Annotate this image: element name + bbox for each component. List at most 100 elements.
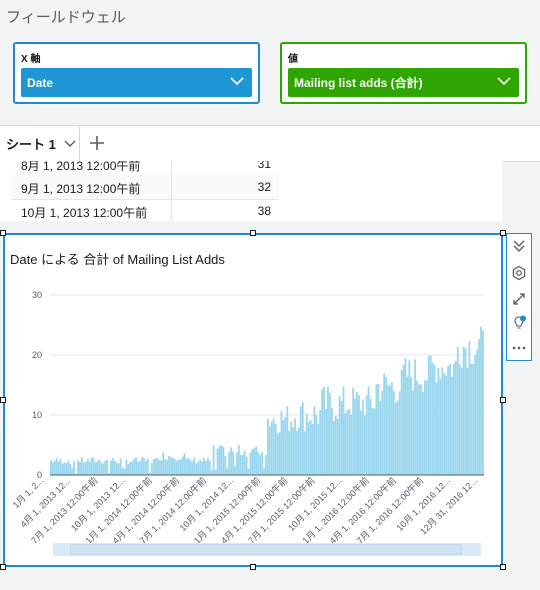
chart-bar[interactable] [474, 354, 477, 475]
chart-bar[interactable] [422, 392, 424, 475]
chart-bar[interactable] [383, 373, 386, 475]
chart-bar[interactable] [117, 463, 120, 475]
collapse-chevrons-icon[interactable] [511, 238, 527, 254]
chart-bar[interactable] [226, 468, 229, 475]
chart-bar[interactable] [292, 427, 295, 475]
lightbulb-icon[interactable] [511, 315, 527, 331]
resize-handle[interactable] [0, 230, 6, 236]
chart-bar[interactable] [152, 459, 155, 475]
chart-bar[interactable] [55, 457, 58, 475]
chart-bar[interactable] [255, 446, 258, 475]
chart-bar[interactable] [59, 458, 62, 475]
chevron-down-icon[interactable] [230, 76, 244, 86]
chart-bar[interactable] [123, 468, 126, 475]
chart-bar[interactable] [439, 378, 442, 475]
chart-bar[interactable] [476, 349, 479, 475]
chart-bar[interactable] [330, 407, 333, 475]
chart-bar[interactable] [441, 367, 444, 475]
chart-bar[interactable] [381, 390, 384, 475]
chart-bar[interactable] [425, 380, 428, 475]
chart-bar[interactable] [327, 387, 329, 475]
chart-bar[interactable] [398, 391, 401, 475]
chart-bar[interactable] [431, 362, 434, 475]
chart-bar[interactable] [321, 389, 324, 475]
chart-bar[interactable] [402, 364, 405, 475]
chart-bar[interactable] [375, 384, 378, 475]
chart-bar[interactable] [131, 461, 134, 475]
chart-bar[interactable] [358, 395, 360, 475]
chart-bar[interactable] [183, 453, 186, 475]
chart-bar[interactable] [160, 460, 163, 475]
chart-bar[interactable] [102, 463, 105, 475]
chart-bar[interactable] [218, 446, 221, 475]
chart-bar[interactable] [61, 463, 64, 475]
chart-bar[interactable] [334, 415, 337, 475]
chart-bar[interactable] [323, 387, 326, 475]
chart-bar[interactable] [363, 415, 366, 475]
chart-bar[interactable] [267, 419, 269, 475]
chart-bar[interactable] [214, 470, 217, 475]
chart-bar[interactable] [154, 457, 157, 475]
chart-bar[interactable] [75, 473, 78, 475]
chart-bar[interactable] [119, 458, 122, 475]
chart-bar[interactable] [342, 386, 345, 475]
chart-bar[interactable] [447, 365, 450, 475]
chart-bar[interactable] [92, 457, 95, 475]
chart-bar[interactable] [301, 402, 304, 475]
chart-bar[interactable] [50, 460, 52, 475]
chart-bar[interactable] [315, 414, 318, 475]
chart-bar[interactable] [170, 457, 172, 475]
chart-bar[interactable] [348, 408, 351, 475]
chart-bar[interactable] [391, 382, 393, 475]
chart-bar[interactable] [418, 384, 420, 475]
chart-bar[interactable] [164, 459, 167, 475]
chart-bar[interactable] [168, 455, 171, 475]
chart-bar[interactable] [406, 376, 409, 475]
resize-handle[interactable] [250, 230, 256, 236]
chart-bar[interactable] [268, 426, 271, 475]
chart-bar[interactable] [175, 460, 178, 475]
chart-bar[interactable] [245, 456, 248, 475]
chart-bar[interactable] [410, 376, 413, 475]
chart-bar[interactable] [280, 411, 283, 475]
x-axis-well[interactable]: X 軸 Date [13, 42, 260, 104]
chart-bar[interactable] [115, 462, 118, 476]
chart-bar[interactable] [396, 400, 399, 475]
chart-bar[interactable] [237, 445, 240, 475]
chevron-down-icon[interactable] [497, 76, 511, 86]
chart-bar[interactable] [172, 457, 174, 475]
chart-bar[interactable] [57, 461, 60, 475]
chart-bar[interactable] [127, 464, 130, 475]
chart-bar[interactable] [106, 459, 109, 475]
chart-bar[interactable] [67, 460, 70, 475]
chart-bar[interactable] [241, 454, 244, 475]
chart-bar[interactable] [360, 410, 362, 475]
chart-bar[interactable] [309, 419, 312, 475]
chart-bar[interactable] [344, 413, 347, 475]
chart-bar[interactable] [150, 463, 153, 475]
resize-handle[interactable] [0, 397, 6, 403]
chart-bar[interactable] [367, 386, 370, 475]
chart-bar[interactable] [387, 385, 389, 475]
chart-bar[interactable] [429, 355, 432, 475]
chart-bar[interactable] [319, 410, 322, 475]
chart-bar[interactable] [305, 413, 308, 475]
chart-bar[interactable] [453, 363, 455, 475]
chart-bar[interactable] [404, 357, 407, 475]
chart-bar[interactable] [251, 449, 254, 475]
chart-bar[interactable] [69, 463, 72, 475]
chart-bar[interactable] [73, 461, 76, 475]
chart-bar[interactable] [156, 458, 159, 475]
chart-bar[interactable] [462, 347, 465, 475]
chart-bar[interactable] [261, 451, 264, 475]
chart-bar[interactable] [451, 376, 453, 475]
chart-bar[interactable] [480, 326, 482, 475]
chart-bar[interactable] [449, 364, 451, 475]
chart-bar[interactable] [208, 460, 211, 475]
more-options-icon[interactable] [511, 340, 527, 356]
chart-bar[interactable] [272, 418, 275, 475]
chart-bar[interactable] [379, 401, 382, 475]
chart-bar[interactable] [313, 406, 316, 475]
chevron-down-icon[interactable] [64, 140, 76, 148]
chart-bar[interactable] [90, 457, 93, 475]
